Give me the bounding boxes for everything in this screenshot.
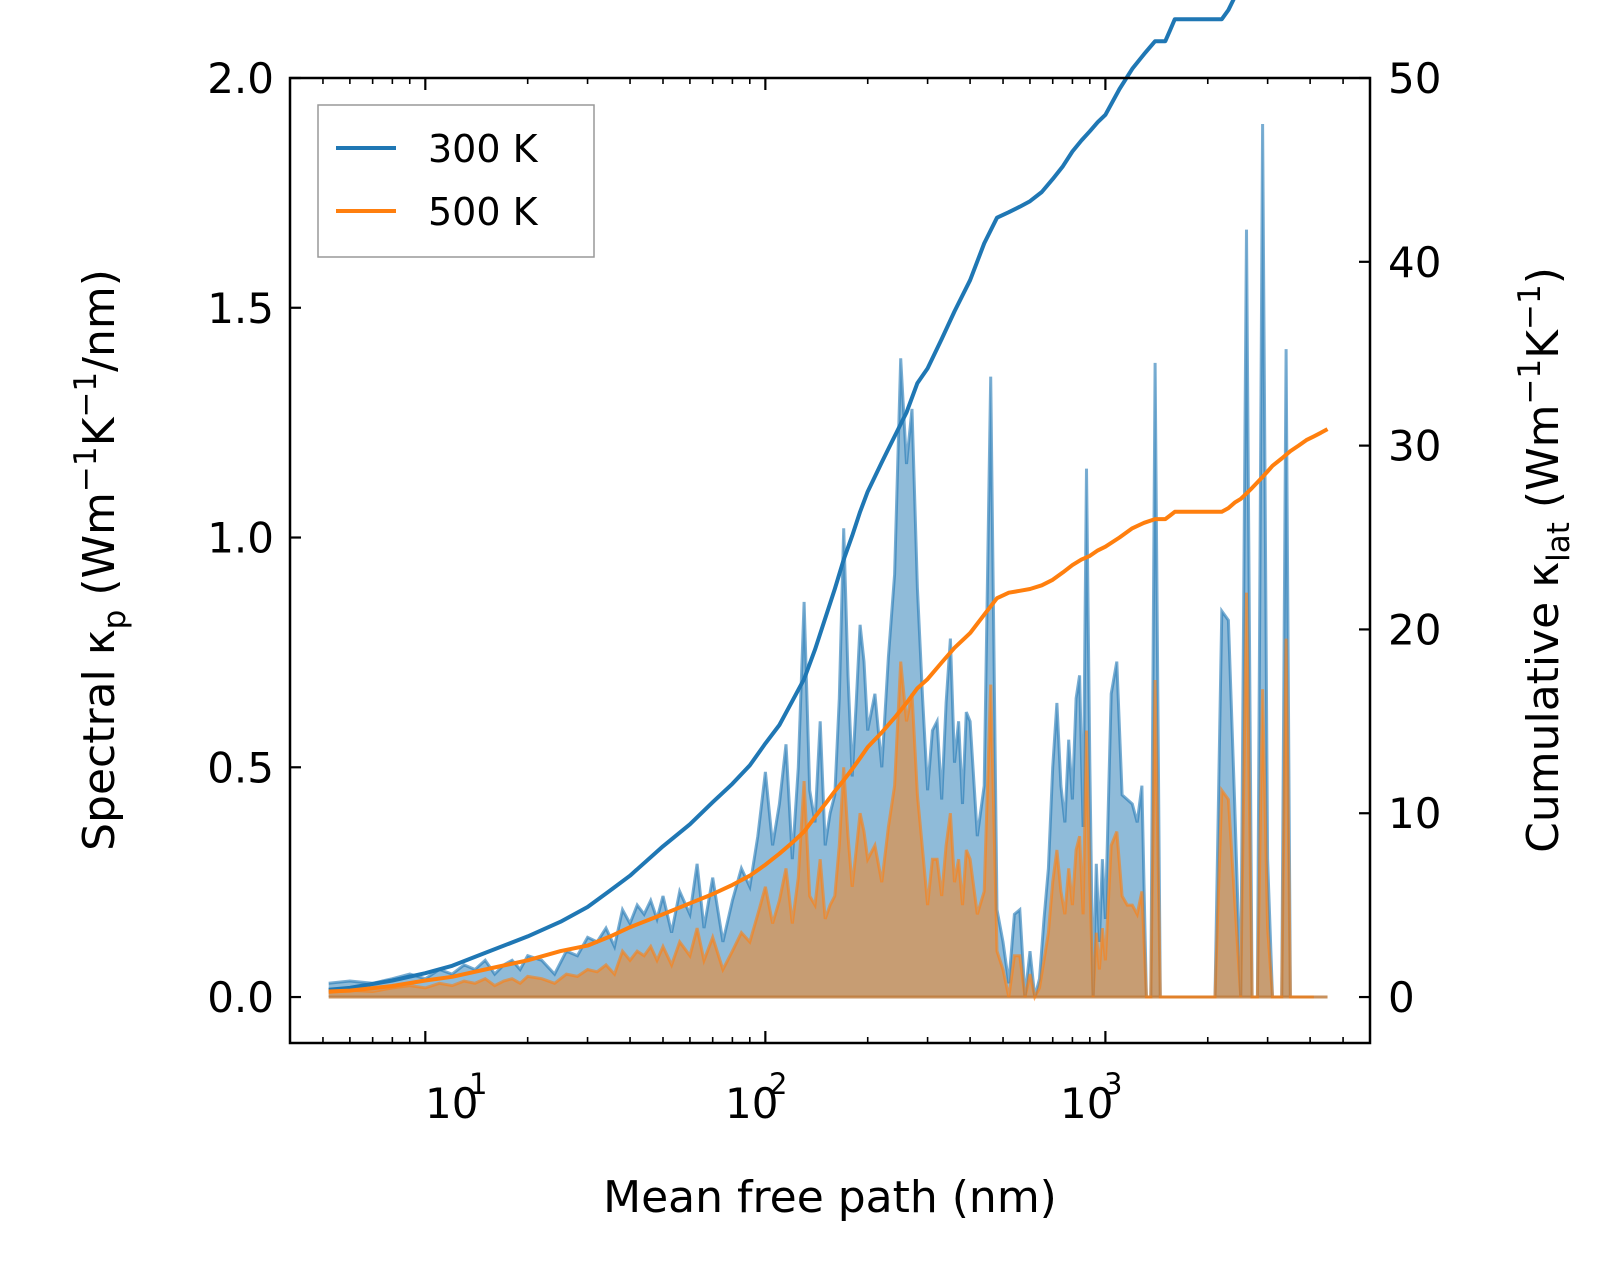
y-right-tick-label: 30 bbox=[1388, 422, 1441, 471]
x-tick-label-10: 10 1 bbox=[425, 1067, 487, 1128]
y-right-tick-label: 10 bbox=[1388, 789, 1441, 838]
cumulative-line-500k bbox=[328, 427, 1329, 994]
label-part: K bbox=[74, 416, 125, 446]
y-right-axis-label: Cumulative κlat (Wm−1K−1) bbox=[1512, 267, 1577, 853]
legend-label-500k: 500 K bbox=[428, 190, 539, 234]
cumulative-line-layer bbox=[328, 0, 1329, 994]
x-tick-label-exp: 3 bbox=[1104, 1067, 1122, 1101]
y-right-tick-label: 40 bbox=[1388, 238, 1441, 287]
label-part: ) bbox=[1518, 267, 1569, 284]
x-tick-label-100: 10 2 bbox=[725, 1067, 787, 1128]
y-left-tick-label: 0.0 bbox=[207, 973, 274, 1022]
x-tick-label-base: 10 bbox=[425, 1079, 478, 1128]
label-superscript: −1 bbox=[68, 446, 104, 492]
y-left-tick-label: 1.0 bbox=[207, 514, 274, 563]
y-right-tick-label: 50 bbox=[1388, 54, 1441, 103]
y-left-tick-label: 0.5 bbox=[207, 743, 274, 792]
x-tick-label-exp: 2 bbox=[769, 1067, 787, 1101]
label-part: Cumulative κ bbox=[1518, 562, 1569, 853]
y-left-tick-label: 2.0 bbox=[207, 54, 274, 103]
plot-frame bbox=[288, 76, 1372, 1045]
x-tick-label-base: 10 bbox=[1060, 1079, 1113, 1128]
label-superscript: −1 bbox=[1512, 359, 1548, 405]
label-part: (Wm bbox=[74, 492, 125, 610]
label-part: /nm) bbox=[74, 269, 125, 372]
axis-ticks bbox=[289, 76, 1371, 1043]
x-axis-label: Mean free path (nm) bbox=[603, 1172, 1057, 1223]
x-tick-label-1000: 10 3 bbox=[1060, 1067, 1122, 1128]
label-part: K bbox=[1518, 329, 1569, 359]
label-subscript: p bbox=[97, 610, 133, 630]
label-subscript: lat bbox=[1541, 522, 1577, 562]
y-right-tick-label: 0 bbox=[1388, 973, 1415, 1022]
label-part: (Wm bbox=[1518, 405, 1569, 523]
legend: 300 K 500 K bbox=[317, 104, 595, 258]
x-tick-label-base: 10 bbox=[725, 1079, 778, 1128]
label-superscript: −1 bbox=[68, 372, 104, 418]
spectral-line-layer bbox=[328, 123, 1328, 1002]
cumulative-line-300k bbox=[328, 0, 1236, 992]
x-tick-label-exp: 1 bbox=[469, 1067, 487, 1101]
label-part: Spectral κ bbox=[74, 629, 125, 851]
tick-labels: 0.0 0.5 1.0 1.5 2.0 0 10 20 30 40 50 bbox=[207, 54, 1441, 1022]
legend-label-300k: 300 K bbox=[428, 127, 539, 171]
y-left-tick-label: 1.5 bbox=[207, 284, 274, 333]
y-left-axis-label: Spectral κp (Wm−1K−1/nm) bbox=[68, 269, 133, 851]
legend-box bbox=[317, 104, 595, 258]
label-superscript: −1 bbox=[1512, 284, 1548, 330]
y-right-tick-label: 20 bbox=[1388, 605, 1441, 654]
